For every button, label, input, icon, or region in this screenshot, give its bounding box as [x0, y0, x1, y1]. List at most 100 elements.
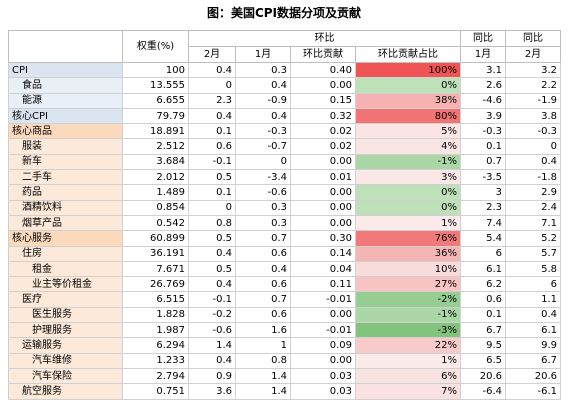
cell: 0.1	[188, 184, 236, 201]
data-row: 核心服务 60.899 0.5 0.7 0.30 76% 5.4 5.2	[8, 230, 561, 247]
cell: 3%	[355, 169, 461, 186]
cell: 6	[460, 245, 506, 262]
cell: 0.4	[188, 61, 236, 79]
cell: 6	[505, 276, 561, 293]
cell: 0.00	[290, 77, 356, 94]
row-label: 业主等价租金	[8, 276, 123, 293]
cell: 7.4	[460, 214, 506, 232]
header-cell: 1月	[460, 46, 506, 63]
cell: 0%	[355, 199, 461, 216]
cell: -6.4	[460, 383, 506, 400]
cell: 76%	[355, 230, 461, 247]
cell: 2.9	[505, 184, 561, 201]
row-label: 汽车维修	[8, 352, 123, 369]
cell: 5.7	[505, 245, 561, 262]
cell: 100	[122, 61, 189, 79]
cell: 5%	[355, 123, 461, 140]
cell: 0.4	[505, 153, 561, 171]
header-cell: 2月	[505, 46, 561, 63]
data-row: 医疗 6.515 -0.1 0.7 -0.01 -2% 0.6 1.1	[8, 291, 561, 308]
cell: 6.1	[460, 260, 506, 278]
cell: 0.5	[188, 260, 236, 278]
cell: -1%	[355, 306, 461, 324]
row-label: 药品	[8, 184, 123, 201]
row-label: 航空服务	[8, 383, 123, 400]
cell: 0	[235, 153, 291, 171]
cell: 5.8	[505, 260, 561, 278]
cell: 3	[460, 184, 506, 201]
cell: -1.9	[505, 92, 561, 109]
cell: -3.4	[235, 169, 291, 186]
cell: 0.03	[290, 367, 356, 385]
cell: 0	[188, 199, 236, 216]
cell: -0.6	[235, 184, 291, 201]
row-label: 酒精饮料	[8, 199, 123, 216]
cell: 0.5	[188, 169, 236, 186]
cell: 0.02	[290, 138, 356, 155]
row-label: 服装	[8, 138, 123, 155]
cell: 0.4	[235, 107, 291, 125]
cell: 1.6	[235, 322, 291, 339]
cell: 3.684	[122, 153, 189, 171]
header-cell: 环比贡献	[290, 46, 356, 63]
cell: 0.8	[188, 214, 236, 232]
row-label: 核心商品	[8, 123, 123, 140]
cell: 1.1	[505, 291, 561, 308]
data-row: 业主等价租金 26.769 0.4 0.6 0.11 27% 6.2 6	[8, 276, 561, 293]
cell: 0.4	[505, 306, 561, 324]
cell: 36.191	[122, 245, 189, 262]
cell: 3.8	[505, 107, 561, 125]
cell: 0.00	[290, 214, 356, 232]
row-label: 租金	[8, 260, 123, 278]
cell: 2.6	[460, 77, 506, 94]
cell: 2.3	[188, 92, 236, 109]
cell: 0.4	[235, 77, 291, 94]
cell: 0.4	[188, 245, 236, 262]
cell: 79.79	[122, 107, 189, 125]
header-row: 权重(%) 环比 同比 同比	[8, 30, 561, 63]
cell: -2%	[355, 291, 461, 308]
row-label: 核心服务	[8, 230, 123, 247]
cell: 0.4	[188, 107, 236, 125]
data-row: 新车 3.684 -0.1 0 0.00 -1% 0.7 0.4	[8, 153, 561, 171]
cell: 100%	[355, 61, 461, 79]
cell: 0.6	[460, 291, 506, 308]
data-row: 运输服务 6.294 1.4 1 0.09 22% 9.5 9.9	[8, 337, 561, 354]
header-cell: 同比	[460, 30, 506, 47]
cell: 6.515	[122, 291, 189, 308]
cell: 0.00	[290, 153, 356, 171]
cell: 3.2	[505, 61, 561, 79]
cell: 0.3	[235, 61, 291, 79]
cell: 9.5	[460, 337, 506, 354]
cell: 0.1	[460, 138, 506, 155]
row-label: 运输服务	[8, 337, 123, 354]
cell: 0.11	[290, 276, 356, 293]
cell: 2.794	[122, 367, 189, 385]
cell: -0.3	[235, 123, 291, 140]
cell: 3.1	[460, 61, 506, 79]
cell: 6%	[355, 367, 461, 385]
cell: 1.4	[235, 383, 291, 400]
header-cell	[8, 30, 123, 63]
header-cell: 环比	[188, 30, 461, 47]
cell: 20.6	[460, 367, 506, 385]
cell: 0.7	[235, 291, 291, 308]
cell: 26.769	[122, 276, 189, 293]
cell: 27%	[355, 276, 461, 293]
cell: 4%	[355, 138, 461, 155]
cell: -0.01	[290, 291, 356, 308]
cell: 1%	[355, 214, 461, 232]
cell: 1.233	[122, 352, 189, 369]
row-label: 汽车保险	[8, 367, 123, 385]
cell: 6.5	[460, 352, 506, 369]
data-row: 二手车 2.012 0.5 -3.4 0.01 3% -3.5 -1.8	[8, 169, 561, 186]
data-row: 服装 2.512 0.6 -0.7 0.02 4% 0.1 0	[8, 138, 561, 155]
data-row: 医生服务 1.828 -0.2 0.6 0.00 -1% 0.1 0.4	[8, 306, 561, 324]
cell: -0.9	[235, 92, 291, 109]
cell: 6.7	[505, 352, 561, 369]
cell: 20.6	[505, 367, 561, 385]
row-label: CPI	[8, 61, 123, 79]
cell: 0.1	[188, 123, 236, 140]
cell: 0.4	[188, 352, 236, 369]
